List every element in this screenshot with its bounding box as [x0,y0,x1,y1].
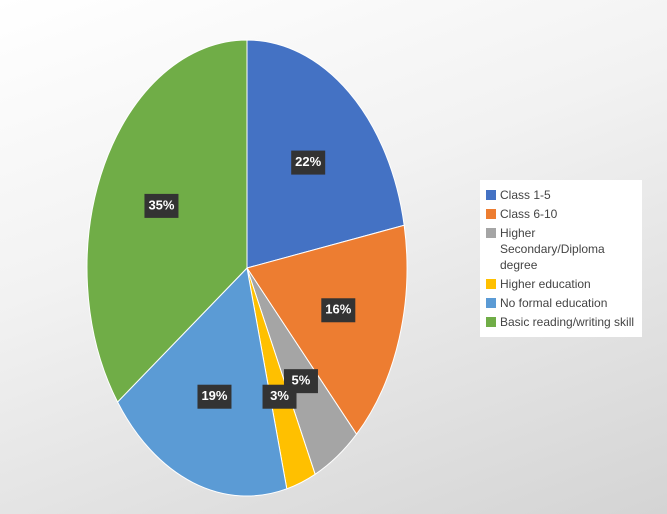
pie-slice [246,39,405,269]
data-label-box [291,150,326,175]
data-label: 5% [283,369,318,394]
pie-slice [86,39,248,403]
legend-label: Class 1-5 [500,188,551,202]
legend: Class 1-5 Class 6-10 Higher Secondary/Dipl… [480,180,642,337]
legend-swatch [486,190,496,200]
legend-swatch [486,209,496,219]
data-label-box [321,298,356,323]
data-label: 35% [144,193,179,218]
legend-label: No formal education [500,296,608,310]
legend-label: Higher education [500,277,591,291]
data-label-text: 19% [201,388,227,403]
data-label-text: 35% [148,197,174,212]
legend-label: Basic reading/writing skill [500,315,635,329]
legend-item: Class 1-5 [486,187,636,203]
data-label: 22% [291,150,326,175]
legend-item: Basic reading/writing skill [486,314,636,330]
data-label-box [197,384,232,409]
data-label-box [144,193,179,218]
legend-label: Class 6-10 [500,207,558,221]
data-label: 3% [262,384,297,409]
data-label: 16% [321,298,356,323]
pie-slice [246,224,408,436]
legend-item: Higher Secondary/Diploma degree [486,225,636,273]
legend-swatch [486,298,496,308]
legend-label: Higher Secondary/Diploma degree [500,226,605,272]
legend-swatch [486,228,496,238]
legend-item: No formal education [486,295,636,311]
legend-swatch [486,317,496,327]
pie-slice [116,266,288,497]
data-label-text: 22% [295,154,321,169]
data-label: 19% [197,384,232,409]
data-label-text: 3% [270,388,289,403]
data-label-box [262,384,297,409]
legend-item: Class 6-10 [486,206,636,222]
legend-item: Higher education [486,276,636,292]
data-label-text: 5% [292,373,311,388]
legend-swatch [486,279,496,289]
data-label-text: 16% [325,302,351,317]
